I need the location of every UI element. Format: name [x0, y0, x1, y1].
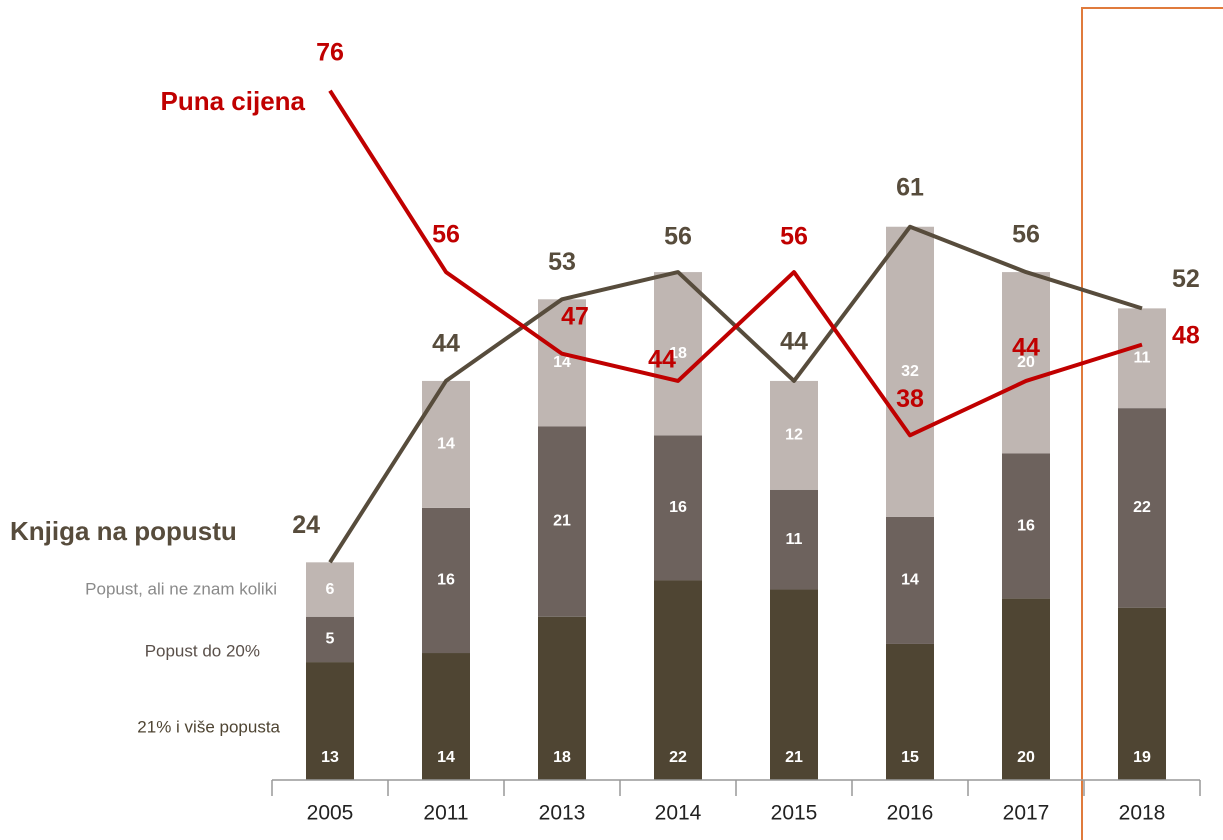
bar-segment [654, 272, 702, 436]
line-value-label: 44 [648, 346, 676, 374]
line-value-label: 56 [432, 221, 460, 249]
legend-label: Popust, ali ne znam koliki [85, 579, 277, 598]
segment-label: 14 [553, 354, 571, 371]
bar-segment [1002, 272, 1050, 454]
line-value-label: 24 [292, 511, 320, 539]
x-tick-label: 2017 [1003, 802, 1050, 825]
bar-segment [1118, 408, 1166, 608]
x-tick-label: 2005 [307, 802, 354, 825]
segment-label: 16 [437, 572, 455, 589]
bar-segment [422, 507, 470, 654]
segment-label: 15 [901, 749, 919, 766]
segment-label: 19 [1133, 749, 1151, 766]
bar-segment [1118, 308, 1166, 409]
bar-segment [538, 299, 586, 427]
segment-label: 12 [785, 427, 803, 444]
segment-label: 20 [1017, 354, 1035, 371]
bar-segment [770, 589, 818, 780]
bar-segment [422, 653, 470, 780]
segment-label: 16 [1017, 517, 1035, 534]
legend-label: Popust do 20% [145, 641, 260, 660]
x-tick-label: 2018 [1119, 802, 1166, 825]
segment-label: 16 [669, 499, 687, 516]
line-name: Puna cijena [161, 86, 306, 116]
line-value-label: 56 [664, 223, 692, 251]
segment-label: 5 [326, 631, 335, 648]
bar-segment [306, 562, 354, 617]
bar-segment [770, 489, 818, 590]
segment-label: 22 [1133, 499, 1151, 516]
line-value-label: 61 [896, 173, 924, 201]
segment-label: 21 [785, 749, 803, 766]
bar-segment [422, 380, 470, 508]
bar-segment [306, 662, 354, 780]
bar-segment [654, 580, 702, 780]
line-value-label: 47 [561, 302, 589, 330]
line [328, 89, 1143, 438]
line-value-label: 56 [780, 223, 808, 251]
line-value-label: 53 [548, 248, 576, 276]
segment-label: 13 [321, 749, 339, 766]
x-tick-label: 2011 [423, 802, 468, 825]
line-name: Knjiga na popustu [10, 516, 237, 546]
bar-segment [654, 435, 702, 581]
segment-label: 20 [1017, 749, 1035, 766]
segment-label: 18 [553, 749, 571, 766]
x-tick-label: 2016 [887, 802, 934, 825]
line-value-label: 52 [1172, 265, 1200, 293]
x-tick-label: 2014 [655, 802, 702, 825]
bar-segment [538, 616, 586, 780]
segment-label: 11 [786, 531, 803, 548]
segment-label: 22 [669, 749, 687, 766]
segment-label: 21 [553, 513, 571, 530]
segment-label: 18 [669, 345, 687, 362]
line-value-label: 38 [896, 385, 924, 413]
bar-segment [1002, 453, 1050, 599]
bar-segment [1118, 607, 1166, 780]
line-value-label: 76 [316, 38, 344, 66]
bar-segment [886, 226, 934, 517]
x-tick-label: 2013 [539, 802, 586, 825]
bar-segment [1002, 598, 1050, 780]
legend-label: 21% i više popusta [137, 717, 280, 736]
segment-label: 14 [437, 749, 455, 766]
x-tick-label: 2015 [771, 802, 818, 825]
line-value-label: 44 [1012, 334, 1040, 362]
segment-label: 14 [901, 572, 919, 589]
line-value-label: 44 [780, 328, 808, 356]
bar-segment [538, 426, 586, 617]
bar-segment [886, 516, 934, 644]
line-value-label: 48 [1172, 321, 1200, 349]
bar-segment [306, 616, 354, 663]
line-value-label: 56 [1012, 221, 1040, 249]
segment-label: 32 [901, 363, 919, 380]
highlight-frame [1081, 7, 1223, 840]
segment-label: 6 [326, 581, 335, 598]
bar-segment [886, 643, 934, 780]
bar-segment [770, 380, 818, 490]
segment-label: 11 [1134, 349, 1151, 366]
segment-label: 14 [437, 436, 455, 453]
line-value-label: 44 [432, 330, 460, 358]
